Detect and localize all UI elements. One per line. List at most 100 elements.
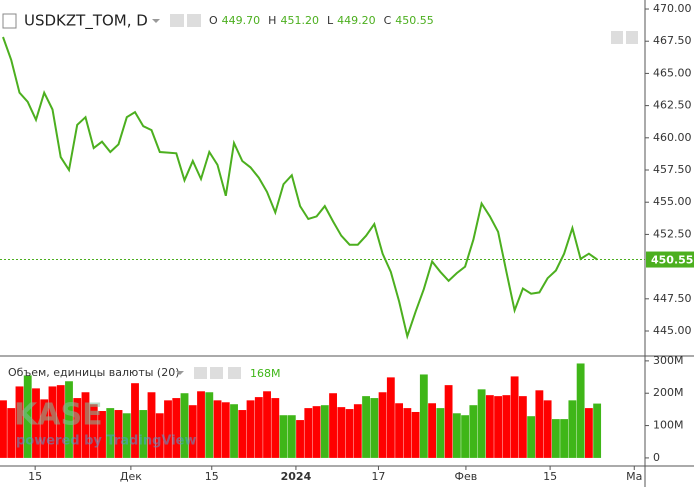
volume-bar — [584, 408, 593, 458]
volume-bar — [155, 413, 164, 458]
volume-bar — [205, 392, 214, 458]
volume-bar — [312, 406, 321, 458]
volume-title: Объем, единицы валюты (20) — [8, 366, 180, 379]
volume-bar — [436, 408, 445, 458]
symbol-icon[interactable] — [2, 13, 17, 29]
ohlc-value: 449.70 — [222, 14, 261, 27]
volume-bar — [147, 392, 156, 458]
volume-bar — [81, 392, 90, 458]
y-tick-label: 457.50 — [653, 163, 692, 176]
volume-bar — [576, 363, 585, 458]
eye-icon[interactable] — [194, 367, 207, 379]
last-price-box — [646, 251, 694, 268]
ohlc-key: H — [268, 14, 276, 27]
y-tick-label: 100M — [653, 419, 684, 432]
x-tick-label: Ма — [626, 470, 642, 483]
scale-icon[interactable] — [626, 31, 638, 44]
volume-bar — [386, 377, 395, 458]
y-tick-label: 300M — [653, 354, 684, 367]
y-tick-label: 445.00 — [653, 324, 692, 337]
ohlc-key: L — [327, 14, 334, 27]
volume-bar — [287, 415, 296, 458]
ohlc-key: O — [209, 14, 218, 27]
volume-bar — [551, 419, 560, 458]
scale-icon[interactable] — [611, 31, 623, 44]
symbol-title: USDKZT_TOM, D — [24, 12, 148, 31]
y-tick-label: 467.50 — [653, 34, 692, 47]
volume-bar — [7, 408, 16, 458]
volume-bar — [560, 419, 569, 458]
y-tick-label: 0 — [653, 451, 660, 464]
volume-bar — [469, 405, 478, 458]
volume-bar — [139, 410, 148, 458]
y-tick-label: 200M — [653, 386, 684, 399]
volume-bar — [65, 381, 73, 458]
volume-bar — [172, 398, 181, 458]
volume-bar — [213, 400, 222, 458]
volume-bar — [395, 403, 404, 458]
volume-bar — [89, 404, 98, 458]
volume-bar — [378, 392, 387, 458]
volume-bar — [188, 405, 197, 458]
y-tick-label: 455.00 — [653, 195, 692, 208]
x-tick-label: Фев — [455, 470, 478, 483]
y-tick-label: 465.00 — [653, 66, 692, 79]
ohlc-key: C — [384, 14, 392, 27]
volume-bar — [131, 383, 139, 458]
volume-bar — [296, 420, 304, 458]
settings-icon[interactable] — [187, 14, 201, 27]
ohlc-value: 450.55 — [395, 14, 434, 27]
volume-bar — [403, 408, 412, 458]
close-icon[interactable] — [228, 367, 241, 379]
volume-bar — [122, 413, 131, 458]
volume-bar — [271, 398, 280, 458]
x-tick-label: 2024 — [281, 470, 312, 483]
volume-bar — [48, 386, 57, 458]
volume-bar — [428, 403, 437, 458]
volume-bar — [535, 390, 544, 458]
volume-bar — [485, 395, 494, 458]
volume-bar — [502, 395, 511, 458]
volume-bar — [279, 415, 288, 458]
volume-bar — [263, 391, 271, 458]
y-tick-label: 470.00 — [653, 2, 692, 15]
volume-bar — [40, 399, 49, 458]
x-tick-label: 17 — [371, 470, 385, 483]
volume-bar — [444, 385, 453, 458]
volume-bar — [246, 400, 255, 458]
volume-bar — [353, 404, 362, 458]
volume-bar — [362, 396, 370, 458]
watermark-logo: KASE — [14, 398, 103, 433]
y-tick-label: 447.50 — [653, 292, 692, 305]
ohlc-value: 451.20 — [280, 14, 319, 27]
x-tick-label: 15 — [543, 470, 557, 483]
settings-icon[interactable] — [210, 367, 223, 379]
volume-bar — [477, 389, 486, 458]
y-tick-label: 462.50 — [653, 99, 692, 112]
volume-bar — [419, 374, 428, 458]
volume-bar — [345, 409, 354, 458]
watermark-powered: powered by TradingView — [16, 434, 197, 449]
eye-icon[interactable] — [170, 14, 184, 27]
volume-bar — [527, 416, 536, 458]
volume-bar — [329, 393, 337, 458]
volume-bar — [568, 400, 577, 458]
y-tick-label: 460.00 — [653, 131, 692, 144]
dropdown[interactable] — [176, 371, 184, 375]
volume-bar — [510, 376, 519, 458]
volume-bar — [56, 385, 65, 458]
x-tick-label: Дек — [120, 470, 142, 483]
volume-bar — [114, 410, 123, 458]
volume-bar — [337, 407, 346, 458]
volume-bar — [32, 388, 40, 458]
dropdown[interactable] — [152, 19, 160, 23]
volume-bar — [0, 400, 7, 458]
volume-bar — [180, 393, 189, 458]
volume-bar — [164, 400, 172, 458]
volume-last: 168M — [250, 367, 281, 380]
y-tick-label: 452.50 — [653, 227, 692, 240]
volume-bar — [518, 396, 527, 458]
volume-bar — [23, 375, 32, 458]
ohlc-value: 449.20 — [337, 14, 376, 27]
